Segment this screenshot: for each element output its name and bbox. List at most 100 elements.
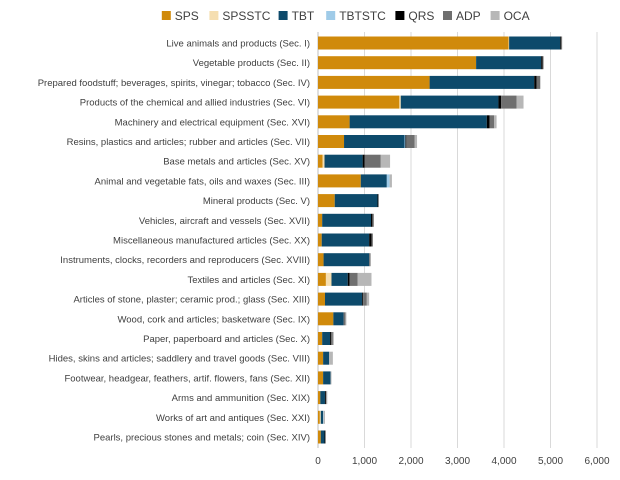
bar-segment-tbt	[344, 135, 405, 148]
bar-segment-oca	[345, 312, 347, 326]
bar-segment-tbt	[322, 332, 331, 345]
legend-swatch	[278, 11, 288, 20]
bar-segment-sps	[318, 115, 350, 129]
legend-label: OCA	[504, 9, 530, 23]
bar-segment-qrs	[324, 391, 326, 405]
legend-label: ADP	[456, 9, 481, 23]
bar-segment-oca	[516, 95, 524, 109]
bar-segment-sps	[318, 391, 321, 405]
bar-segment-sps	[318, 272, 326, 286]
legend-swatch	[209, 11, 219, 20]
bar-segment-qrs	[347, 272, 350, 286]
x-tick-label: 4,000	[491, 456, 516, 467]
bar-segment-adp	[364, 154, 381, 168]
bar-segment-tbt	[324, 154, 363, 168]
bar-segment-adp	[349, 272, 358, 286]
bar-segment-qrs	[330, 332, 332, 345]
bar-segment-tbt	[320, 430, 325, 444]
bar-segment-qrs	[371, 213, 373, 227]
bar-segment-adp	[542, 56, 544, 70]
legend-label: TBTSTC	[339, 9, 386, 23]
bar-segment-qrs	[498, 95, 502, 109]
bar-segment-tbt	[320, 410, 324, 424]
bar-segment-adp	[331, 332, 333, 345]
bar-segment-tbt	[476, 56, 542, 70]
bar-segment-qrs	[362, 154, 365, 168]
bar-segment-adp	[561, 36, 563, 50]
bar-segment-sps	[318, 410, 320, 424]
category-label: Vehicles, aircraft and vessels (Sec. XVI…	[139, 216, 310, 227]
bar-segment-spsstc	[399, 95, 401, 109]
bar-segment-spsstc	[508, 36, 510, 50]
category-label: Footwear, headgear, feathers, artif. flo…	[64, 373, 310, 384]
legend-label: SPS	[175, 9, 199, 23]
bar-segment-adp	[343, 312, 346, 326]
bar-segment-sps	[318, 36, 509, 50]
bar-segment-oca	[323, 410, 325, 424]
category-label: Paper, paperboard and articles (Sec. X)	[143, 334, 310, 345]
bar-segment-tbt	[320, 391, 325, 405]
bar-segment-sps	[318, 174, 361, 188]
category-label: Arms and ammunition (Sec. XIX)	[172, 393, 310, 404]
category-label: Articles of stone, plaster; ceramic prod…	[73, 295, 310, 306]
bar-segment-adp	[489, 115, 495, 129]
bar-segment-sps	[318, 135, 345, 148]
bar-segment-sps	[318, 213, 323, 227]
bar-segment-oca	[329, 351, 333, 365]
bar-segment-adp	[325, 391, 327, 405]
bar-segment-adp	[371, 233, 373, 247]
bar-segment-qrs	[362, 292, 364, 306]
bar-segment-sps	[318, 75, 430, 89]
bar-segment-tbtstc	[404, 135, 406, 148]
category-label: Live animals and products (Sec. I)	[166, 39, 310, 50]
bar-segment-qrs	[541, 56, 543, 70]
x-tick-label: 5,000	[538, 456, 563, 467]
category-label: Machinery and electrical equipment (Sec.…	[115, 117, 310, 128]
category-label: Miscellaneous manufactured articles (Sec…	[113, 236, 310, 247]
bar-segment-tbt	[324, 292, 363, 306]
bar-segment-adp	[536, 75, 541, 89]
category-label: Instruments, clocks, recorders and repro…	[60, 255, 310, 266]
bar-segment-qrs	[486, 115, 490, 129]
category-label: Hides, skins and articles; saddlery and …	[49, 354, 310, 365]
x-tick-label: 3,000	[445, 456, 470, 467]
bar-segment-adp	[372, 213, 374, 227]
legend-swatch	[395, 11, 405, 20]
category-label: Base metals and articles (Sec. XV)	[163, 157, 310, 168]
bar-segment-tbt	[349, 115, 487, 129]
bar-segment-sps	[318, 371, 324, 385]
bar-segment-adp	[369, 253, 371, 267]
bar-segment-sps	[318, 56, 477, 70]
bar-segment-tbt	[360, 174, 387, 188]
bar-segment-sps	[318, 312, 334, 326]
bar-segment-qrs	[405, 135, 407, 148]
bar-segment-oca	[326, 391, 328, 405]
bar-segment-tbt	[321, 233, 370, 247]
category-label: Wood, cork and articles; basketware (Sec…	[117, 314, 310, 325]
bar-segment-sps	[318, 292, 325, 306]
bar-segment-oca	[357, 272, 372, 286]
x-tick-label: 1,000	[352, 456, 377, 467]
legend-swatch	[161, 11, 171, 20]
bar-segment-tbt	[323, 351, 330, 365]
bar-segment-tbt	[333, 312, 344, 326]
category-label: Prepared foodstuff; beverages, spirits, …	[38, 78, 310, 89]
bar-segment-oca	[332, 332, 334, 345]
category-label: Vegetable products (Sec. II)	[193, 58, 310, 69]
bar-segment-tbt	[331, 272, 348, 286]
bar-segment-oca	[389, 174, 392, 188]
bar-segment-tbt	[322, 213, 372, 227]
bar-segment-sps	[318, 430, 321, 444]
bar-segment-oca	[414, 135, 418, 148]
bar-segment-adp	[406, 135, 415, 148]
bar-segment-adp	[501, 95, 517, 109]
bar-segment-adp	[363, 292, 367, 306]
bar-segment-oca	[494, 115, 497, 129]
bar-segment-tbt	[400, 95, 499, 109]
category-label: Animal and vegetable fats, oils and waxe…	[95, 176, 310, 187]
bar-segment-tbtstc	[386, 174, 390, 188]
bar-segment-qrs	[534, 75, 537, 89]
legend-label: TBT	[292, 9, 315, 23]
